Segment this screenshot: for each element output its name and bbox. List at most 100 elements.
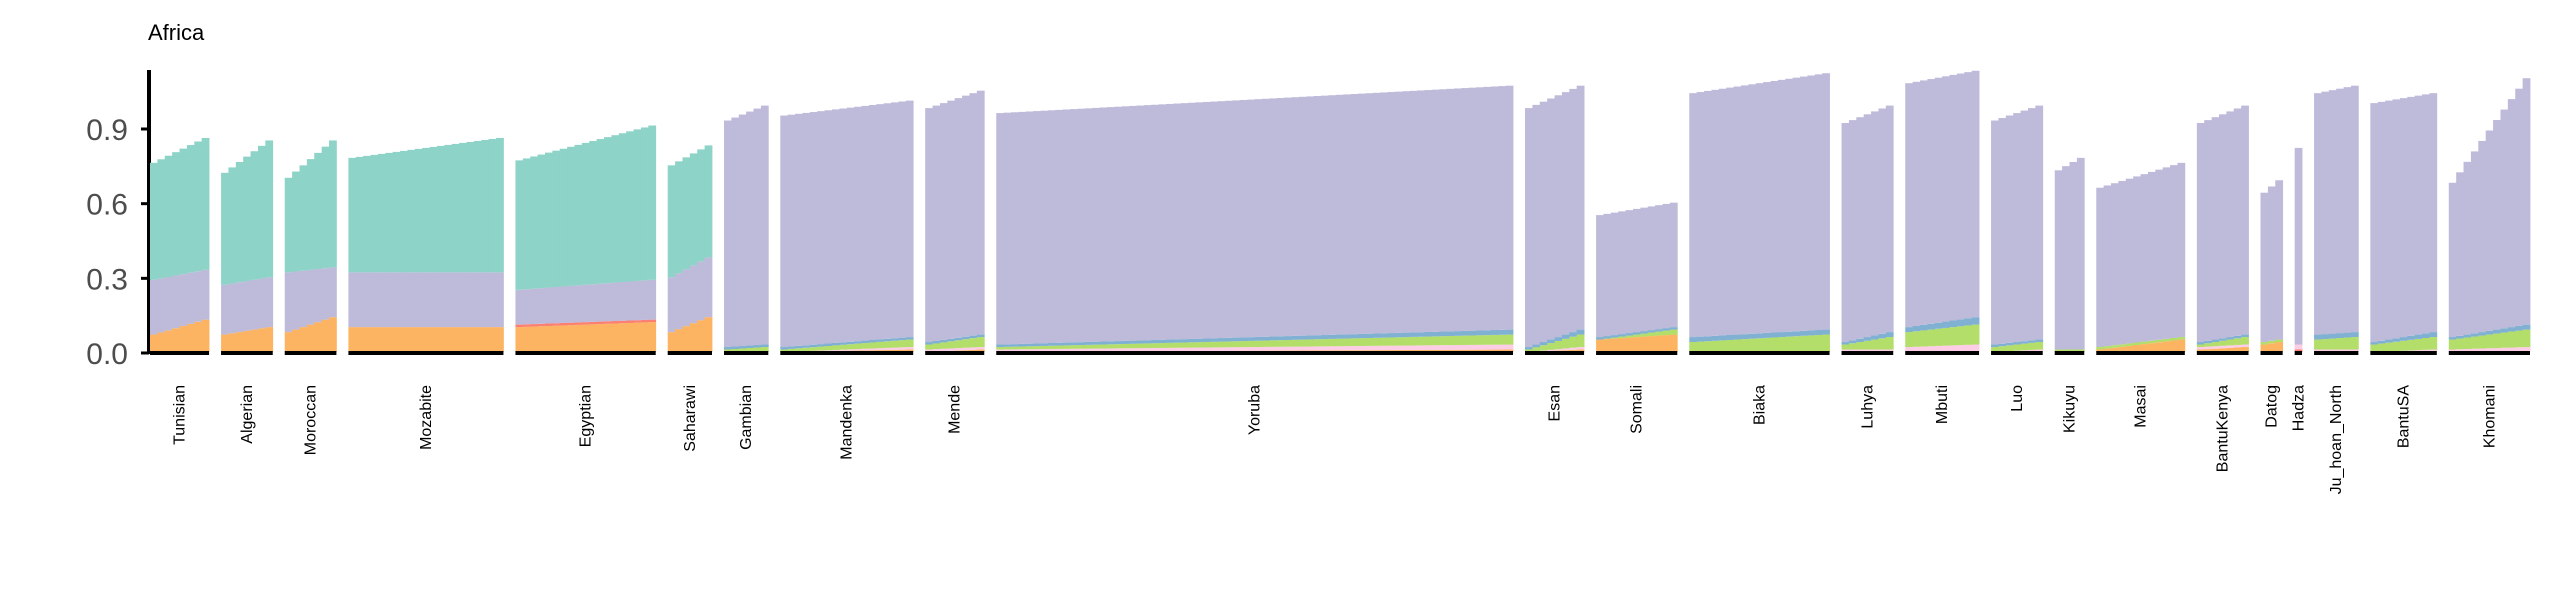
bar-segment-purple bbox=[329, 267, 337, 318]
bar-segment-purple bbox=[1372, 92, 1381, 334]
bar-segment-green bbox=[2219, 340, 2227, 346]
bar-segment-purple bbox=[2522, 78, 2531, 325]
bar-segment-blue bbox=[1025, 343, 1034, 347]
bar-segment-purple bbox=[2422, 94, 2430, 334]
bar-segment-green bbox=[962, 339, 970, 348]
bar-segment-blue bbox=[1202, 338, 1211, 342]
bar-segment-pink bbox=[1409, 345, 1418, 350]
bar-segment-orange bbox=[689, 323, 698, 352]
bar-segment-green bbox=[1084, 344, 1093, 349]
bar-segment-blue bbox=[883, 338, 892, 342]
bar-segment-purple bbox=[1733, 86, 1742, 335]
bar-segment-green bbox=[1173, 342, 1182, 348]
bar-segment-orange bbox=[1453, 349, 1462, 352]
bar-segment-purple bbox=[1647, 206, 1656, 331]
bar-segment-purple bbox=[1461, 88, 1470, 331]
bar-segment-purple bbox=[201, 269, 210, 320]
bar-segment-teal bbox=[451, 143, 460, 273]
bar-segment-purple bbox=[250, 279, 259, 330]
bar-segment-purple bbox=[2027, 108, 2036, 341]
bar-segment-green bbox=[854, 343, 862, 350]
bar-segment-blue bbox=[1262, 336, 1270, 341]
bar-segment-pink bbox=[1561, 348, 1570, 351]
bar-segment-purple bbox=[738, 114, 747, 347]
bar-segment-green bbox=[1446, 336, 1455, 346]
bar-segment-purple bbox=[1025, 111, 1034, 344]
bar-segment-green bbox=[2463, 337, 2472, 350]
bar-segment-orange bbox=[2111, 347, 2119, 352]
bar-segment-pink bbox=[2233, 344, 2242, 348]
bar-segment-green bbox=[1539, 345, 1548, 351]
bar-segment-purple bbox=[1596, 215, 1604, 338]
bar-segment-pink bbox=[2478, 348, 2487, 352]
bar-segment-blue bbox=[2336, 333, 2344, 339]
bar-segment-green bbox=[1247, 340, 1256, 348]
bar-segment-purple bbox=[437, 272, 445, 328]
bar-segment-purple bbox=[1269, 98, 1278, 337]
bar-segment-pink bbox=[2314, 349, 2322, 352]
bar-segment-blue bbox=[1018, 343, 1027, 347]
bar-segment-orange bbox=[1647, 336, 1656, 352]
bar-segment-purple bbox=[1718, 88, 1727, 336]
bar-segment-orange bbox=[1632, 337, 1641, 352]
bar-segment-green bbox=[2177, 337, 2186, 340]
bar-segment-pink bbox=[1269, 346, 1278, 351]
bar-segment-blue bbox=[1942, 321, 1950, 328]
bar-segment-orange bbox=[891, 349, 899, 352]
bar-segment-purple bbox=[1321, 95, 1329, 336]
bar-segment-pink bbox=[883, 347, 892, 350]
bar-segment-green bbox=[2170, 337, 2178, 341]
bar-segment-purple bbox=[559, 286, 568, 323]
bar-segment-purple bbox=[1655, 205, 1663, 330]
bar-segment-purple bbox=[1084, 108, 1093, 342]
bar-segment-teal bbox=[522, 158, 531, 290]
bar-segment-purple bbox=[515, 289, 524, 325]
bar-segment-purple bbox=[1956, 73, 1965, 320]
bar-segment-blue bbox=[1998, 343, 2007, 347]
bar-segment-pink bbox=[861, 348, 870, 351]
bar-segment-purple bbox=[876, 104, 885, 340]
bar-segment-purple bbox=[1871, 111, 1879, 336]
bar-segment-blue bbox=[1217, 338, 1226, 342]
bar-segment-purple bbox=[689, 265, 698, 324]
bar-segment-pink bbox=[1328, 346, 1337, 351]
bar-segment-green bbox=[2314, 339, 2322, 350]
bar-segment-pink bbox=[2350, 349, 2359, 352]
bar-segment-pink bbox=[1490, 344, 1499, 350]
bar-segment-green bbox=[1905, 332, 1914, 348]
bar-segment-blue bbox=[1350, 334, 1359, 339]
bar-segment-pink bbox=[947, 348, 956, 351]
bar-segment-orange bbox=[164, 330, 173, 352]
group-label: Kikuyu bbox=[2062, 385, 2079, 433]
bar-segment-purple bbox=[321, 268, 330, 320]
bar-segment-blue bbox=[1195, 338, 1204, 343]
bar-segment-blue bbox=[2515, 325, 2524, 331]
bar-segment-teal bbox=[201, 137, 210, 270]
bar-segment-green bbox=[1848, 343, 1857, 350]
bar-segment-orange bbox=[667, 332, 676, 352]
bar-segment-purple bbox=[1232, 100, 1241, 338]
bar-segment-pink bbox=[1166, 347, 1174, 352]
bar-segment-pink bbox=[1417, 345, 1425, 350]
bar-segment-orange bbox=[1468, 349, 1477, 352]
bar-segment-teal bbox=[221, 172, 229, 285]
bar-segment-purple bbox=[2385, 100, 2393, 340]
group-label: Mbuti bbox=[1934, 385, 1951, 424]
bar-segment-blue bbox=[1402, 332, 1411, 338]
bar-segment-purple bbox=[1878, 108, 1887, 334]
bar-segment-blue bbox=[802, 345, 811, 348]
bar-segment-pink bbox=[1863, 349, 1872, 352]
bar-segment-pink bbox=[1143, 348, 1152, 352]
bar-segment-purple bbox=[704, 257, 713, 318]
bar-segment-green bbox=[1971, 324, 1980, 345]
bar-segment-green bbox=[2005, 345, 2014, 352]
bar-segment-teal bbox=[284, 177, 293, 273]
bar-segment-blue bbox=[1689, 337, 1698, 343]
bar-segment-orange bbox=[633, 322, 642, 352]
bar-segment-purple bbox=[299, 270, 308, 328]
bar-segment-purple bbox=[414, 272, 423, 328]
bar-segment-green bbox=[1106, 344, 1115, 349]
bar-segment-blue bbox=[1718, 335, 1727, 341]
bar-segment-purple bbox=[648, 279, 657, 320]
bar-segment-blue bbox=[1328, 334, 1337, 339]
